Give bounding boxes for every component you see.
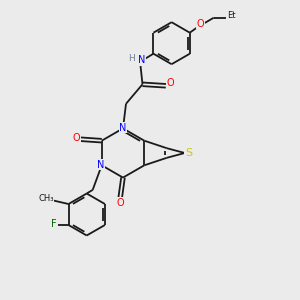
Text: N: N (138, 55, 145, 65)
Text: Et: Et (227, 11, 236, 20)
Text: S: S (185, 148, 192, 158)
Text: CH₃: CH₃ (39, 194, 54, 203)
Text: H: H (128, 54, 135, 63)
Text: O: O (116, 198, 124, 208)
Text: N: N (119, 123, 127, 133)
Text: O: O (73, 133, 80, 143)
Text: F: F (51, 219, 56, 229)
Text: O: O (167, 78, 174, 88)
Text: O: O (196, 19, 204, 29)
Text: N: N (98, 160, 105, 170)
